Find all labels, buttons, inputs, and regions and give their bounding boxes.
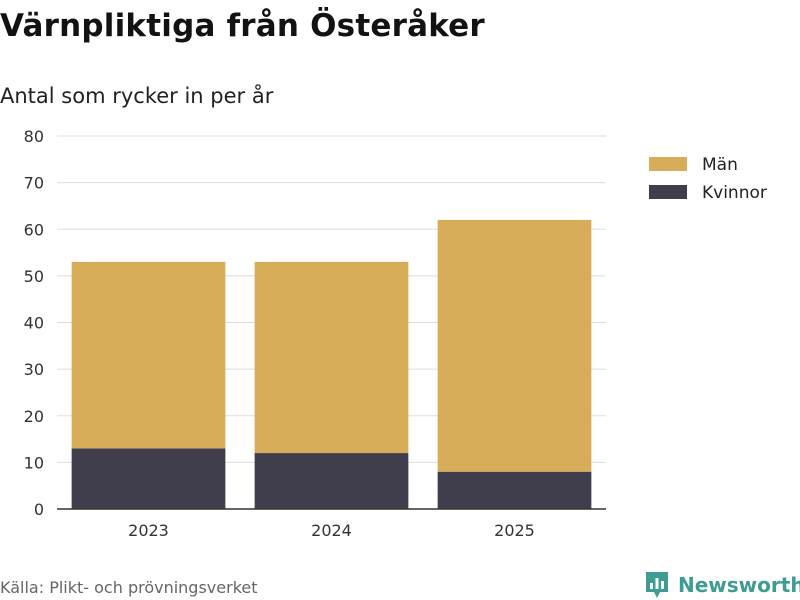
source-note: Källa: Plikt- och prövningsverket (0, 578, 258, 597)
y-tick-label: 60 (24, 220, 44, 239)
chart-logo-icon (646, 572, 668, 598)
y-tick-label: 40 (24, 314, 44, 333)
chart-title: Värnpliktiga från Österåker (0, 8, 485, 44)
y-tick-label: 0 (34, 500, 44, 519)
x-tick-label: 2023 (128, 521, 169, 540)
legend-swatch-kvinnor (649, 185, 687, 199)
y-tick-label: 80 (24, 127, 44, 146)
bars (71, 219, 592, 509)
bar-kvinnor-2023 (71, 448, 226, 509)
y-tick-label: 30 (24, 360, 44, 379)
y-tick-label: 20 (24, 407, 44, 426)
x-tick-label: 2025 (494, 521, 535, 540)
legend-label-kvinnor: Kvinnor (702, 183, 767, 203)
y-tick-label: 70 (24, 174, 44, 193)
bar-kvinnor-2025 (437, 471, 592, 509)
x-axis-ticks: 2023 2024 2025 (128, 521, 535, 540)
bar-chart: 0 10 20 30 40 50 60 70 80 2023 2024 2025 Män Kvinno… (24, 127, 767, 540)
y-axis-ticks: 0 10 20 30 40 50 60 70 80 (24, 127, 44, 519)
y-tick-label: 50 (24, 267, 44, 286)
bar-kvinnor-2024 (254, 453, 409, 509)
brand-logo: Newsworthy (644, 570, 800, 600)
y-tick-label: 10 (24, 453, 44, 472)
bar-män-2024 (254, 261, 409, 454)
bar-män-2025 (437, 219, 592, 472)
legend: Män Kvinnor (649, 155, 767, 203)
chart-subtitle: Antal som rycker in per år (0, 84, 274, 108)
bar-män-2023 (71, 261, 226, 449)
legend-swatch-män (649, 157, 687, 171)
legend-label-män: Män (702, 155, 738, 175)
brand-name: Newsworthy (678, 573, 800, 597)
x-tick-label: 2024 (311, 521, 352, 540)
